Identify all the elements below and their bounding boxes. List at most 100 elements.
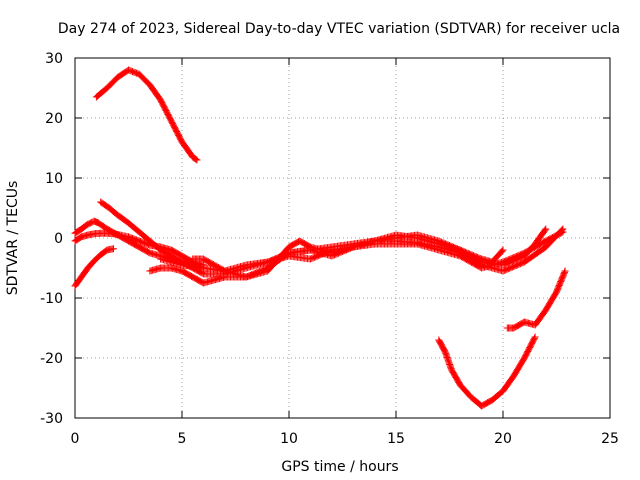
data-point (438, 339, 440, 341)
data-point (138, 231, 140, 233)
data-point (352, 246, 354, 248)
data-point (288, 252, 290, 254)
series-markers (503, 267, 569, 332)
data-point (202, 267, 204, 269)
data-point (149, 244, 151, 246)
series-arc-late-low (435, 333, 539, 410)
data-point (245, 264, 247, 266)
data-point (395, 243, 397, 245)
x-axis-label: GPS time / hours (281, 459, 398, 475)
data-point (181, 270, 183, 272)
data-point (502, 270, 504, 272)
data-point (506, 327, 508, 329)
y-axis: -30 -20 -10 0 10 20 30 (40, 51, 610, 427)
data-point (160, 99, 162, 101)
data-point (459, 249, 461, 251)
data-point (160, 267, 162, 269)
data-point (481, 267, 483, 269)
data-point (106, 228, 108, 230)
data-point (459, 384, 461, 386)
data-point (113, 248, 115, 250)
data-point (170, 120, 172, 122)
data-point (181, 255, 183, 257)
data-points (71, 66, 569, 410)
data-point (416, 237, 418, 239)
y-tick-label: 30 (45, 51, 63, 67)
data-point (100, 254, 102, 256)
series-arc-rising-low (71, 245, 118, 290)
data-point (545, 309, 547, 311)
series-arc-mid-3 (157, 228, 567, 275)
data-point (87, 267, 89, 269)
data-point (502, 249, 504, 251)
y-tick-label: 10 (45, 171, 63, 187)
data-point (128, 69, 129, 71)
data-point (93, 233, 95, 235)
data-point (80, 276, 82, 278)
grid-lines (75, 58, 610, 418)
data-point (513, 375, 515, 377)
data-point (523, 261, 525, 263)
data-point (93, 260, 95, 262)
data-point (299, 240, 301, 242)
data-point (74, 285, 76, 287)
data-point (202, 282, 204, 284)
data-point (331, 249, 333, 251)
data-point (192, 156, 194, 158)
data-point (309, 249, 311, 251)
series-markers (92, 66, 201, 164)
x-tick-label: 0 (71, 431, 80, 447)
data-point (74, 232, 76, 234)
data-point (459, 255, 461, 257)
data-point (117, 214, 119, 216)
data-point (438, 243, 440, 245)
data-point (117, 76, 119, 78)
data-point (545, 228, 547, 230)
data-point (444, 351, 446, 353)
data-point (149, 240, 151, 242)
series-markers (435, 333, 539, 410)
data-point (74, 240, 76, 242)
data-point (149, 252, 151, 254)
data-point (267, 267, 269, 269)
data-point (106, 232, 108, 234)
data-point (288, 246, 290, 248)
data-point (196, 159, 198, 161)
x-tick-label: 10 (280, 431, 298, 447)
data-point (95, 96, 97, 98)
series-arc-high (92, 66, 201, 164)
data-point (213, 279, 215, 281)
data-point (128, 222, 129, 224)
data-point (267, 261, 269, 263)
data-point (534, 324, 536, 326)
data-point (160, 258, 162, 260)
data-point (556, 291, 557, 293)
data-point (106, 87, 108, 89)
data-point (181, 264, 183, 266)
x-axis: 0 5 10 15 20 25 (71, 58, 619, 447)
data-point (149, 84, 151, 86)
x-tick-label: 20 (494, 431, 512, 447)
data-point (87, 223, 89, 225)
data-point (564, 270, 566, 272)
y-tick-label: 20 (45, 111, 63, 127)
data-point (416, 243, 418, 245)
data-point (534, 336, 536, 338)
data-point (170, 267, 172, 269)
data-point (128, 240, 129, 242)
data-point (224, 270, 226, 272)
data-point (502, 261, 504, 263)
data-point (523, 357, 525, 359)
data-point (100, 232, 102, 234)
series-arc-mid-4 (189, 231, 507, 281)
data-point (202, 273, 204, 275)
x-tick-label: 15 (387, 431, 405, 447)
data-point (491, 261, 493, 263)
data-point (202, 258, 204, 260)
data-point (170, 249, 172, 251)
data-point (100, 201, 102, 203)
data-point (395, 234, 397, 236)
data-point (562, 231, 564, 233)
data-point (160, 249, 162, 251)
data-point (128, 236, 129, 238)
